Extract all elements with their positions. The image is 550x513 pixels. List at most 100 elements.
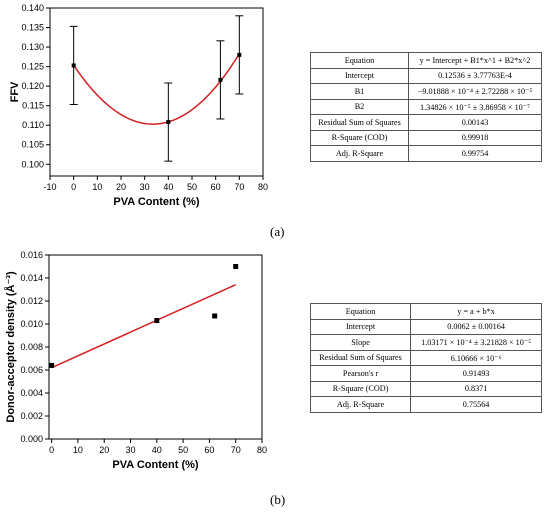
- fit-param-value: 0.00143: [407, 114, 543, 131]
- fit-table-row: Equation y = a + b*x: [309, 303, 542, 320]
- fit-table-row: Adj. R-Square 0.75564: [309, 396, 542, 413]
- x-tick-label: 80: [258, 182, 268, 192]
- fit-param-name: R-Square (COD): [309, 380, 412, 397]
- fit-param-name: Pearson's r: [309, 365, 412, 382]
- x-tick-label: -10: [43, 182, 56, 192]
- data-point: [212, 313, 218, 319]
- fit-table-a: Equation y = Intercept + B1*x^1 + B2*x^2 I…: [310, 52, 543, 162]
- y-tick-label: 0.140: [21, 3, 44, 13]
- data-point: [237, 52, 242, 57]
- data-point: [154, 318, 160, 324]
- data-point: [49, 362, 55, 368]
- fit-param-name: Adj. R-Square: [310, 145, 409, 162]
- y-tick-label: 0.002: [20, 411, 43, 421]
- data-point: [71, 63, 76, 68]
- x-tick-label: 60: [211, 182, 221, 192]
- y-axis-label: Donor-acceptor density (Å⁻³): [4, 271, 17, 423]
- fit-table-row: Slope 1.03171 × 10⁻⁴ ± 3.21828 × 10⁻⁵: [309, 334, 542, 351]
- fit-param-value: −9.01888 × 10⁻⁴ ± 2.72288 × 10⁻⁵: [407, 83, 543, 100]
- fit-param-value: 0.99918: [407, 129, 543, 146]
- fit-table-row: Residual Sum of Squares 0.00143: [310, 114, 543, 131]
- x-tick-label: 40: [163, 182, 173, 192]
- x-tick-label: 50: [178, 445, 188, 455]
- fit-param-value: 1.03171 × 10⁻⁴ ± 3.21828 × 10⁻⁵: [410, 334, 542, 351]
- fit-param-name: B1: [310, 83, 409, 100]
- fit-param-value: 0.12536 ± 3.77763E-4: [407, 67, 543, 84]
- plot-frame: [48, 254, 263, 440]
- x-tick-label: 70: [234, 182, 244, 192]
- x-axis-label: PVA Content (%): [113, 196, 199, 208]
- x-tick-label: 30: [140, 182, 150, 192]
- fit-param-value: y = a + b*x: [410, 303, 542, 320]
- fit-curve: [51, 283, 237, 369]
- fit-table-row: Residual Sum of Squares 6.10666 × 10⁻⁶: [309, 349, 542, 366]
- y-tick-label: 0.135: [21, 23, 44, 33]
- fit-table-b: Equation y = a + b*x Intercept 0.0062 ± 0.0…: [309, 303, 542, 413]
- fit-param-name: Intercept: [310, 67, 409, 84]
- x-tick-label: 30: [126, 445, 136, 455]
- fit-param-value: 1.34826 × 10⁻⁵ ± 3.86958 × 10⁻⁷: [407, 98, 543, 115]
- x-axis-label: PVA Content (%): [112, 459, 198, 471]
- fit-param-value: 0.8371: [410, 380, 542, 397]
- y-tick-label: 0.012: [20, 296, 43, 306]
- y-tick-label: 0.006: [20, 365, 43, 375]
- fit-table-row: Adj. R-Square 0.99754: [310, 145, 543, 162]
- y-tick-label: 0.110: [22, 120, 44, 130]
- panel-label-b: (b): [270, 492, 286, 507]
- y-tick-label: 0.120: [21, 81, 44, 91]
- y-tick-label: 0.008: [20, 342, 43, 352]
- y-tick-label: 0.016: [20, 250, 43, 260]
- fit-param-name: Equation: [310, 52, 409, 69]
- data-point: [218, 77, 223, 82]
- panel-label-a: (a): [270, 224, 285, 239]
- data-point: [166, 120, 171, 125]
- x-tick-label: 20: [99, 445, 109, 455]
- x-tick-label: 0: [71, 182, 76, 192]
- x-tick-label: 0: [49, 445, 54, 455]
- fit-param-name: Adj. R-Square: [309, 396, 412, 413]
- fit-param-value: 0.75564: [410, 396, 542, 413]
- fit-param-name: R-Square (COD): [310, 129, 409, 146]
- fit-param-value: y = Intercept + B1*x^1 + B2*x^2: [407, 52, 543, 69]
- plot-frame: [49, 7, 264, 177]
- fit-table-row: B1 −9.01888 × 10⁻⁴ ± 2.72288 × 10⁻⁵: [310, 83, 543, 100]
- fit-table-row: Equation y = Intercept + B1*x^1 + B2*x^2: [310, 52, 543, 69]
- x-tick-label: 80: [257, 445, 267, 455]
- fit-table-row: R-Square (COD) 0.99918: [310, 129, 543, 146]
- y-tick-label: 0.115: [22, 101, 44, 111]
- data-point: [233, 264, 239, 269]
- fit-param-name: B2: [310, 98, 409, 115]
- fit-param-value: 0.0062 ± 0.00164: [410, 318, 542, 335]
- x-tick-label: 20: [116, 182, 126, 192]
- x-tick-label: 10: [92, 182, 102, 192]
- y-tick-label: 0.125: [21, 62, 44, 72]
- x-tick-label: 50: [187, 182, 197, 192]
- fit-param-value: 6.10666 × 10⁻⁶: [410, 349, 542, 366]
- fit-curve: [73, 53, 240, 125]
- y-tick-label: 0.105: [21, 140, 44, 150]
- fit-table-row: Pearson's r 0.91493: [309, 365, 542, 382]
- y-tick-label: 0.010: [20, 319, 43, 329]
- x-tick-label: 70: [231, 445, 241, 455]
- fit-table-row: Intercept 0.0062 ± 0.00164: [309, 318, 542, 335]
- y-tick-label: 0.004: [20, 388, 43, 398]
- fit-param-value: 0.91493: [410, 365, 542, 382]
- fit-param-name: Equation: [309, 303, 412, 320]
- fit-param-value: 0.99754: [407, 145, 543, 162]
- x-tick-label: 40: [152, 445, 162, 455]
- y-tick-label: 0.000: [20, 434, 43, 444]
- y-tick-label: 0.130: [21, 42, 44, 52]
- fit-table-row: Intercept 0.12536 ± 3.77763E-4: [310, 67, 543, 84]
- chart-a: -10 0 10 20 30 40 50 60 70 80 0.100 0.105 0.110 0.115…: [9, 3, 268, 208]
- fit-param-name: Residual Sum of Squares: [309, 349, 412, 366]
- y-tick-label: 0.014: [20, 273, 43, 283]
- fit-table-row: R-Square (COD) 0.8371: [309, 380, 542, 397]
- fit-table-row: B2 1.34826 × 10⁻⁵ ± 3.86958 × 10⁻⁷: [310, 98, 543, 115]
- fit-param-name: Intercept: [309, 318, 412, 335]
- x-tick-label: 10: [73, 445, 83, 455]
- fit-param-name: Slope: [309, 334, 412, 351]
- fit-param-name: Residual Sum of Squares: [310, 114, 409, 131]
- y-axis-label: FFV: [9, 81, 21, 102]
- y-tick-label: 0.100: [21, 159, 44, 169]
